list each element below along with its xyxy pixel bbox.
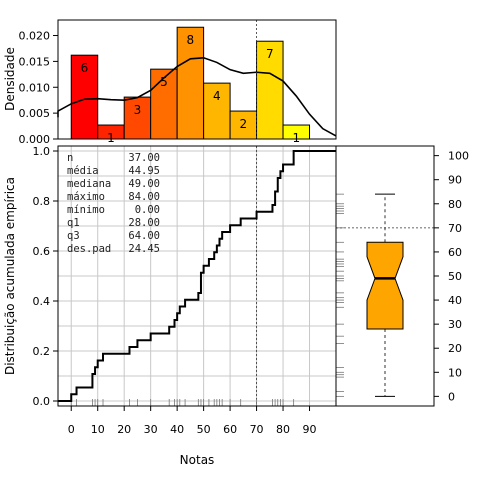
boxplot-y-axis: 0 10 20 30 40 50 60 70 80 90 100: [434, 150, 469, 403]
ecdf-panel: 0.0 0.2 0.4 0.6 0.8 1.0 0 10 20 30 40 50 60 70 80 90 D…: [3, 145, 337, 467]
stats-label: média: [67, 165, 99, 177]
ecdf-y-axis-title: Distribuição acumulada empírica: [3, 177, 17, 375]
boxplot-y-tick-label: 50: [448, 270, 462, 283]
stats-label: q1: [67, 217, 80, 229]
histogram-y-tick-label: 0.015: [19, 55, 51, 68]
histogram-count-labels: 6 1 3 5 8 4 2 7 1: [81, 33, 300, 145]
stats-label: n: [67, 152, 73, 164]
histogram-y-axis: 0.000 0.005 0.010 0.015 0.020: [19, 30, 58, 146]
boxplot-y-tick-label: 40: [448, 294, 462, 307]
ecdf-step-line: [58, 150, 336, 402]
stats-value: 0.00: [135, 204, 160, 216]
histogram-bar: [150, 68, 178, 140]
histogram-y-tick-label: 0.020: [19, 30, 51, 43]
boxplot-panel: 0 10 20 30 40 50 60 70 80 90 100: [335, 145, 469, 407]
stats-value: 49.00: [128, 178, 160, 190]
stats-table: n 37.00 média 44.95 mediana 49.00 máximo 84.00 m…: [67, 152, 160, 255]
histogram-bar: [203, 82, 231, 140]
stats-label: mínimo: [67, 204, 105, 216]
histogram-y-tick-label: 0.005: [19, 107, 51, 120]
boxplot-y-tick-label: 80: [448, 198, 462, 211]
histogram-y-tick-label: 0.000: [19, 133, 51, 146]
ecdf-x-tick-label: 90: [303, 423, 317, 436]
ecdf-x-tick-label: 20: [117, 423, 131, 436]
stats-value: 84.00: [128, 191, 160, 203]
ecdf-x-axis: 0 10 20 30 40 50 60 70 80 90: [68, 406, 317, 436]
histogram-count-label: 2: [240, 117, 248, 131]
boxplot-y-tick-label: 60: [448, 246, 462, 259]
ecdf-x-tick-label: 50: [197, 423, 211, 436]
boxplot-rug: [336, 193, 344, 397]
boxplot-y-tick-label: 100: [448, 150, 469, 163]
ecdf-x-tick-label: 60: [223, 423, 237, 436]
ecdf-x-tick-label: 10: [91, 423, 105, 436]
ecdf-y-tick-label: 0.6: [33, 245, 51, 258]
boxplot-y-tick-label: 10: [448, 366, 462, 379]
ecdf-x-tick-label: 80: [276, 423, 290, 436]
histogram-y-tick-label: 0.010: [19, 81, 51, 94]
ecdf-x-tick-label: 0: [68, 423, 75, 436]
stats-label: q3: [67, 230, 80, 242]
ecdf-y-axis: 0.0 0.2 0.4 0.6 0.8 1.0: [33, 145, 58, 408]
density-curve: [57, 56, 337, 137]
stats-value: 28.00: [128, 217, 160, 229]
ecdf-y-tick-label: 1.0: [33, 145, 51, 158]
ecdf-x-tick-label: 40: [170, 423, 184, 436]
ecdf-y-tick-label: 0.2: [33, 345, 51, 358]
histogram-panel: 6 1 3 5 8 4 2 7 1 0.000 0.005 0.010 0.015 0.020 Dens…: [3, 19, 337, 146]
histogram-count-label: 4: [213, 89, 221, 103]
histogram-bars: [70, 26, 311, 140]
ecdf-rug: [70, 399, 295, 406]
histogram-count-label: 6: [81, 61, 89, 75]
boxplot-y-tick-label: 90: [448, 174, 462, 187]
ecdf-y-tick-label: 0.8: [33, 195, 51, 208]
boxplot-notched-box: [366, 241, 404, 330]
ecdf-x-axis-title: Notas: [180, 453, 215, 467]
boxplot-y-tick-label: 20: [448, 342, 462, 355]
histogram-bar: [256, 40, 284, 140]
boxplot-y-tick-label: 30: [448, 318, 462, 331]
histogram-bar: [70, 54, 99, 140]
histogram-count-label: 1: [107, 131, 115, 145]
stats-value: 64.00: [128, 230, 160, 242]
histogram-count-label: 7: [266, 47, 274, 61]
histogram-frame: [57, 19, 337, 140]
ecdf-y-tick-label: 0.4: [33, 295, 51, 308]
stats-value: 24.45: [128, 243, 160, 255]
boxplot-y-tick-label: 0: [448, 390, 455, 403]
ecdf-x-tick-label: 30: [144, 423, 158, 436]
stats-label: mediana: [67, 178, 111, 190]
boxplot-y-tick-label: 70: [448, 222, 462, 235]
histogram-count-label: 1: [292, 131, 300, 145]
ecdf-x-tick-label: 70: [250, 423, 264, 436]
stats-value: 37.00: [128, 152, 160, 164]
stats-label: máximo: [67, 191, 105, 203]
histogram-count-label: 8: [187, 33, 195, 47]
histogram-y-axis-title: Densidade: [3, 47, 17, 111]
histogram-bar: [229, 110, 258, 140]
stats-label: des.pad: [67, 243, 111, 255]
ecdf-y-tick-label: 0.0: [33, 395, 51, 408]
histogram-count-label: 3: [134, 103, 142, 117]
histogram-count-label: 5: [160, 75, 168, 89]
stats-value: 44.95: [128, 165, 160, 177]
